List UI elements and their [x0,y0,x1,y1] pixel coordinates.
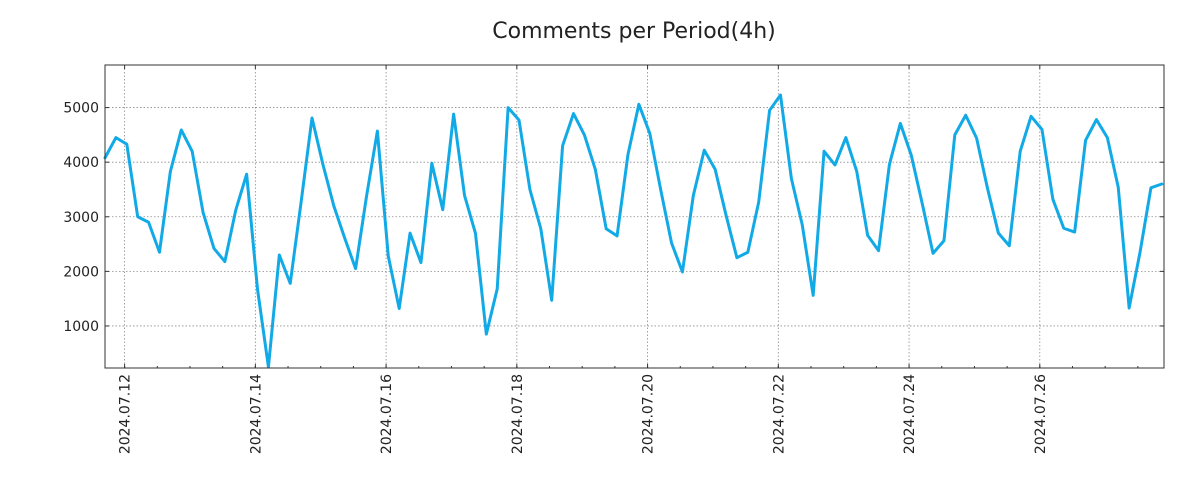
y-tick-label: 1000 [63,319,99,335]
y-tick-label: 4000 [63,155,99,171]
axis-ticks [105,65,1164,368]
x-tick-label: 2024.07.14 [248,374,264,454]
series-line-comments [103,93,1164,369]
y-tick-label: 3000 [63,210,99,226]
x-tick-label: 2024.07.16 [379,374,395,454]
plot-frame [104,64,1165,369]
y-tick-label: 2000 [63,264,99,280]
x-tick-label: 2024.07.20 [641,374,657,454]
y-tick-label: 5000 [63,101,99,117]
x-tick-label: 2024.07.12 [118,374,134,454]
x-tick-label: 2024.07.26 [1033,374,1049,454]
chart-title: Comments per Period(4h) [492,19,776,44]
x-tick-label: 2024.07.24 [902,374,918,454]
x-tick-label: 2024.07.18 [510,374,526,454]
x-tick-label: 2024.07.22 [771,374,787,454]
grid-layer [105,65,1164,368]
y-axis-tick-labels: 1000 2000 3000 4000 5000 [63,101,99,335]
series-layer [103,93,1164,369]
x-axis-tick-labels: 2024.07.12 2024.07.14 2024.07.16 2024.07.18… [118,374,1049,454]
